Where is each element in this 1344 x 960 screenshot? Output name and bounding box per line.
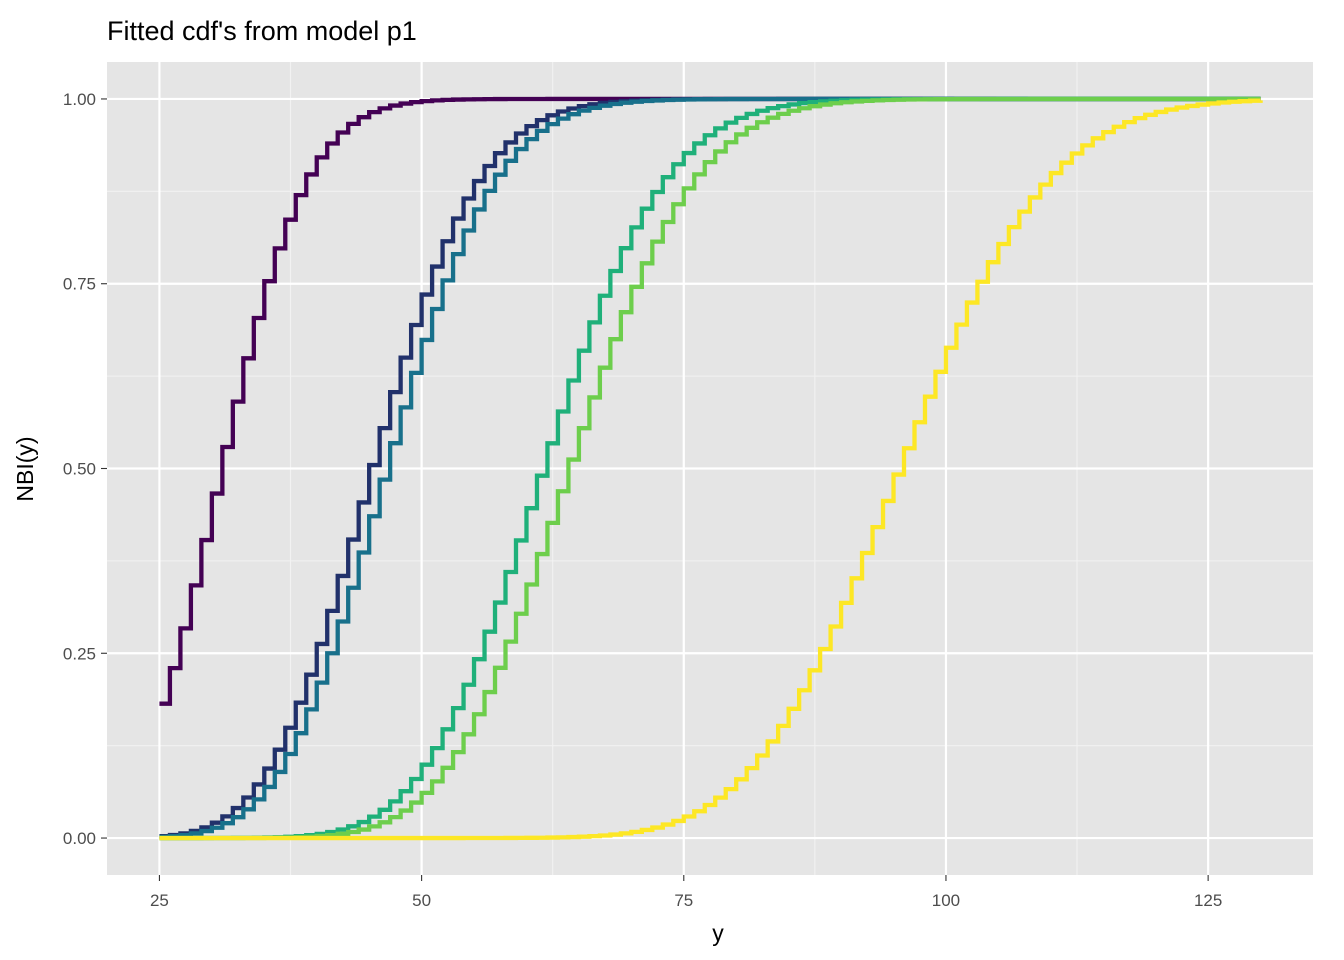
cdf-series-5 [159, 96, 1261, 841]
y-tick-label: 0.50 [63, 460, 96, 479]
x-axis: 25 50 75 100 125 [150, 875, 1222, 910]
major-gridlines [107, 62, 1313, 875]
cdf-series-6 [159, 98, 1263, 841]
y-tick-label: 0.00 [63, 829, 96, 848]
series-layer [159, 96, 1263, 841]
y-tick-label: 1.00 [63, 90, 96, 109]
x-tick-label: 25 [150, 891, 169, 910]
x-tick-label: 125 [1194, 891, 1222, 910]
y-axis: 0.00 0.25 0.50 0.75 1.00 [63, 90, 107, 848]
y-tick-label: 0.25 [63, 644, 96, 663]
x-axis-title: y [712, 920, 724, 946]
y-axis-title: NBI(y) [12, 436, 38, 501]
y-tick-label: 0.75 [63, 275, 96, 294]
x-tick-label: 75 [674, 891, 693, 910]
x-tick-label: 100 [932, 891, 960, 910]
chart-title: Fitted cdf's from model p1 [107, 16, 417, 46]
x-tick-label: 50 [412, 891, 431, 910]
